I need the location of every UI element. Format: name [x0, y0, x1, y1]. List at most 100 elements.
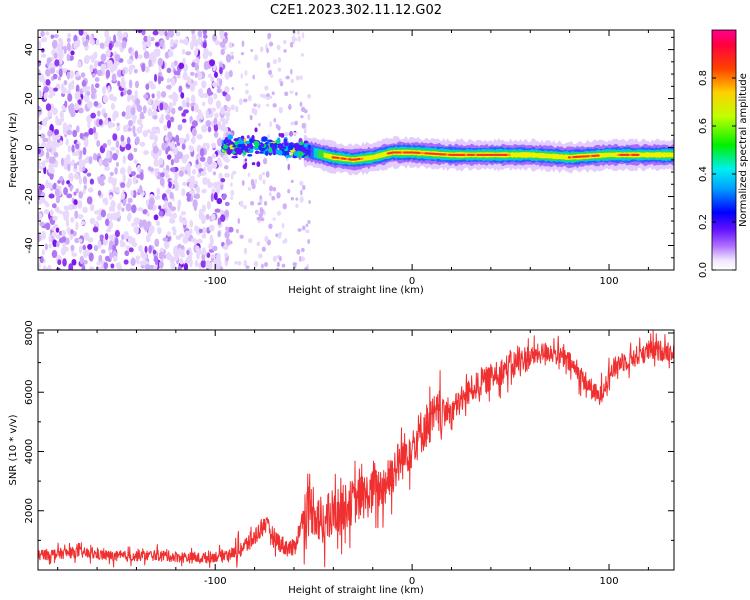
- noise-speckle: [243, 259, 248, 267]
- colorbar-ticks: 0.0 0.2 0.4 0.6 0.8: [698, 70, 736, 278]
- noise-speckle: [292, 132, 297, 136]
- noise-speckle: [105, 152, 111, 159]
- noise-speckle: [106, 212, 111, 220]
- noise-speckle: [128, 247, 134, 253]
- noise-speckle: [107, 85, 111, 94]
- noise-speckle: [73, 191, 77, 196]
- noise-speckle: [141, 30, 146, 36]
- noise-speckle: [82, 206, 88, 214]
- noise-speckle: [89, 217, 96, 225]
- noise-speckle: [285, 157, 289, 161]
- noise-speckle: [104, 30, 110, 39]
- noise-speckle: [165, 188, 172, 195]
- noise-speckle: [244, 70, 248, 76]
- noise-speckle: [94, 210, 100, 215]
- noise-speckle: [181, 112, 186, 117]
- noise-speckle: [71, 144, 75, 153]
- noise-speckle: [213, 117, 218, 126]
- noise-speckle: [82, 188, 86, 195]
- noise-speckle: [247, 186, 252, 191]
- noise-speckle: [86, 90, 91, 96]
- noise-speckle: [177, 203, 181, 212]
- noise-speckle: [104, 197, 109, 206]
- noise-speckle: [115, 140, 120, 149]
- noise-speckle: [66, 42, 71, 52]
- noise-speckle: [265, 171, 270, 178]
- noise-speckle: [120, 192, 126, 200]
- noise-speckle: [218, 172, 223, 180]
- noise-speckle: [89, 64, 94, 73]
- noise-speckle: [223, 165, 229, 170]
- noise-speckle: [136, 164, 142, 172]
- noise-speckle: [254, 127, 258, 133]
- noise-speckle: [245, 265, 250, 269]
- noise-speckle: [61, 235, 67, 243]
- noise-speckle: [184, 170, 189, 175]
- noise-speckle: [66, 37, 71, 43]
- noise-speckle: [212, 33, 217, 42]
- noise-speckle: [180, 92, 185, 99]
- noise-speckle: [43, 92, 48, 100]
- noise-speckle: [45, 68, 51, 77]
- noise-speckle: [287, 163, 291, 171]
- noise-speckle: [142, 105, 147, 114]
- noise-speckle: [108, 42, 113, 51]
- noise-speckle: [46, 140, 51, 150]
- signal-blob: [251, 134, 255, 141]
- noise-speckle: [169, 191, 174, 200]
- noise-speckle: [189, 189, 195, 195]
- noise-speckle: [128, 79, 133, 89]
- noise-speckle: [158, 205, 162, 210]
- noise-speckle: [57, 37, 63, 44]
- noise-speckle: [257, 103, 261, 109]
- noise-speckle: [63, 45, 67, 55]
- noise-speckle: [181, 118, 187, 123]
- noise-speckle: [200, 214, 207, 223]
- noise-speckle: [170, 158, 174, 166]
- colorbar-tick-label: 0.4: [698, 166, 709, 182]
- noise-speckle: [64, 100, 68, 108]
- noise-speckle: [159, 177, 165, 187]
- noise-speckle: [114, 167, 118, 175]
- noise-speckle: [174, 180, 178, 189]
- noise-speckle: [152, 153, 159, 160]
- noise-speckle: [177, 124, 183, 131]
- noise-speckle: [168, 102, 173, 109]
- noise-speckle: [84, 95, 88, 101]
- noise-speckle: [137, 188, 143, 194]
- noise-speckle: [74, 210, 79, 219]
- noise-speckle: [262, 179, 266, 185]
- noise-speckle: [148, 245, 152, 254]
- noise-speckle: [38, 148, 41, 155]
- noise-speckle: [214, 208, 221, 213]
- noise-speckle: [150, 83, 156, 90]
- noise-speckle: [198, 248, 202, 255]
- noise-speckle: [178, 85, 183, 93]
- noise-speckle: [82, 166, 86, 172]
- noise-speckle: [80, 72, 86, 78]
- noise-speckle: [63, 187, 69, 196]
- noise-speckle: [223, 38, 228, 43]
- noise-speckle: [81, 79, 87, 88]
- noise-speckle: [45, 31, 50, 36]
- signal-blob: [244, 145, 250, 149]
- noise-speckle: [213, 183, 219, 189]
- noise-speckle: [165, 212, 170, 217]
- signal-blob: [277, 144, 284, 150]
- noise-speckle: [45, 103, 52, 111]
- noise-speckle: [164, 200, 168, 207]
- noise-speckle: [137, 30, 143, 34]
- noise-speckle: [122, 68, 126, 76]
- noise-speckle: [79, 132, 84, 140]
- noise-speckle: [200, 259, 207, 268]
- noise-speckle: [282, 239, 286, 244]
- noise-speckle: [210, 254, 216, 259]
- noise-speckle: [70, 244, 75, 251]
- noise-speckle: [104, 165, 110, 171]
- noise-speckle: [224, 86, 230, 93]
- noise-speckle: [240, 52, 245, 56]
- noise-speckle: [66, 53, 71, 62]
- noise-speckle: [49, 209, 54, 217]
- noise-speckle: [300, 115, 304, 119]
- noise-speckle: [258, 253, 263, 259]
